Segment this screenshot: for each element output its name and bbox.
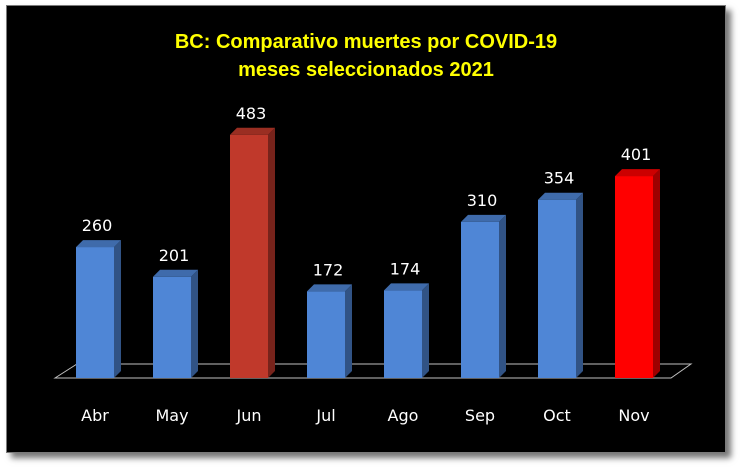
bar-front-face	[461, 221, 499, 378]
bar-top-face	[384, 283, 429, 291]
bar-top-face	[538, 192, 583, 200]
bar-side-face	[576, 192, 583, 378]
bar-front-face	[230, 134, 268, 378]
chart-title-line-2: meses seleccionados 2021	[238, 59, 494, 81]
bar-jun	[230, 127, 275, 379]
bar-side-face	[114, 240, 121, 378]
category-label: Jul	[315, 406, 335, 425]
floor-plane	[53, 363, 693, 379]
category-axis: Abr May Jun Jul Ago Sep Oct Nov	[81, 406, 649, 425]
bar-side-face	[499, 214, 506, 378]
bar-side-face	[345, 284, 352, 378]
chart-floor	[53, 363, 693, 379]
bar-top-face	[230, 127, 275, 135]
bar-side-face	[268, 127, 275, 379]
bar-abr	[76, 240, 121, 378]
data-label: 310	[467, 191, 498, 210]
category-label: Jun	[236, 406, 262, 425]
category-label: Oct	[543, 406, 571, 425]
bar-nov	[615, 169, 660, 378]
bar-top-face	[153, 269, 198, 277]
bar-front-face	[76, 247, 114, 378]
data-label: 483	[236, 104, 267, 123]
data-label: 201	[159, 246, 190, 265]
bar-top-face	[76, 240, 121, 248]
data-label: 354	[544, 169, 575, 188]
bar-front-face	[307, 291, 345, 378]
category-label: Nov	[618, 406, 649, 425]
bar-top-face	[461, 214, 506, 222]
chart-frame: BC: Comparativo muertes por COVID-19 mes…	[6, 5, 726, 453]
bar-may	[153, 269, 198, 378]
bar-front-face	[538, 199, 576, 378]
category-label: May	[155, 406, 188, 425]
bar-oct	[538, 192, 583, 378]
bar-front-face	[384, 290, 422, 378]
bar-side-face	[653, 169, 660, 378]
bar-side-face	[422, 283, 429, 378]
bar-sep	[461, 214, 506, 378]
bar-ago	[384, 283, 429, 378]
bar-top-face	[307, 284, 352, 292]
category-label: Sep	[465, 406, 495, 425]
bar-side-face	[191, 269, 198, 378]
category-label: Abr	[81, 406, 109, 425]
category-label: Ago	[388, 406, 419, 425]
bar-front-face	[615, 176, 653, 378]
data-labels-group: 260 201 483 172 174 310 354 401	[82, 104, 652, 280]
data-label: 260	[82, 216, 113, 235]
bars-group	[76, 127, 660, 379]
data-label: 174	[390, 259, 421, 278]
bar-front-face	[153, 276, 191, 378]
data-label: 401	[621, 145, 652, 164]
data-label: 172	[313, 260, 344, 279]
bar-chart: BC: Comparativo muertes por COVID-19 mes…	[53, 31, 693, 425]
bar-top-face	[615, 169, 660, 177]
bar-jul	[307, 284, 352, 378]
chart-title-line-1: BC: Comparativo muertes por COVID-19	[175, 31, 557, 53]
